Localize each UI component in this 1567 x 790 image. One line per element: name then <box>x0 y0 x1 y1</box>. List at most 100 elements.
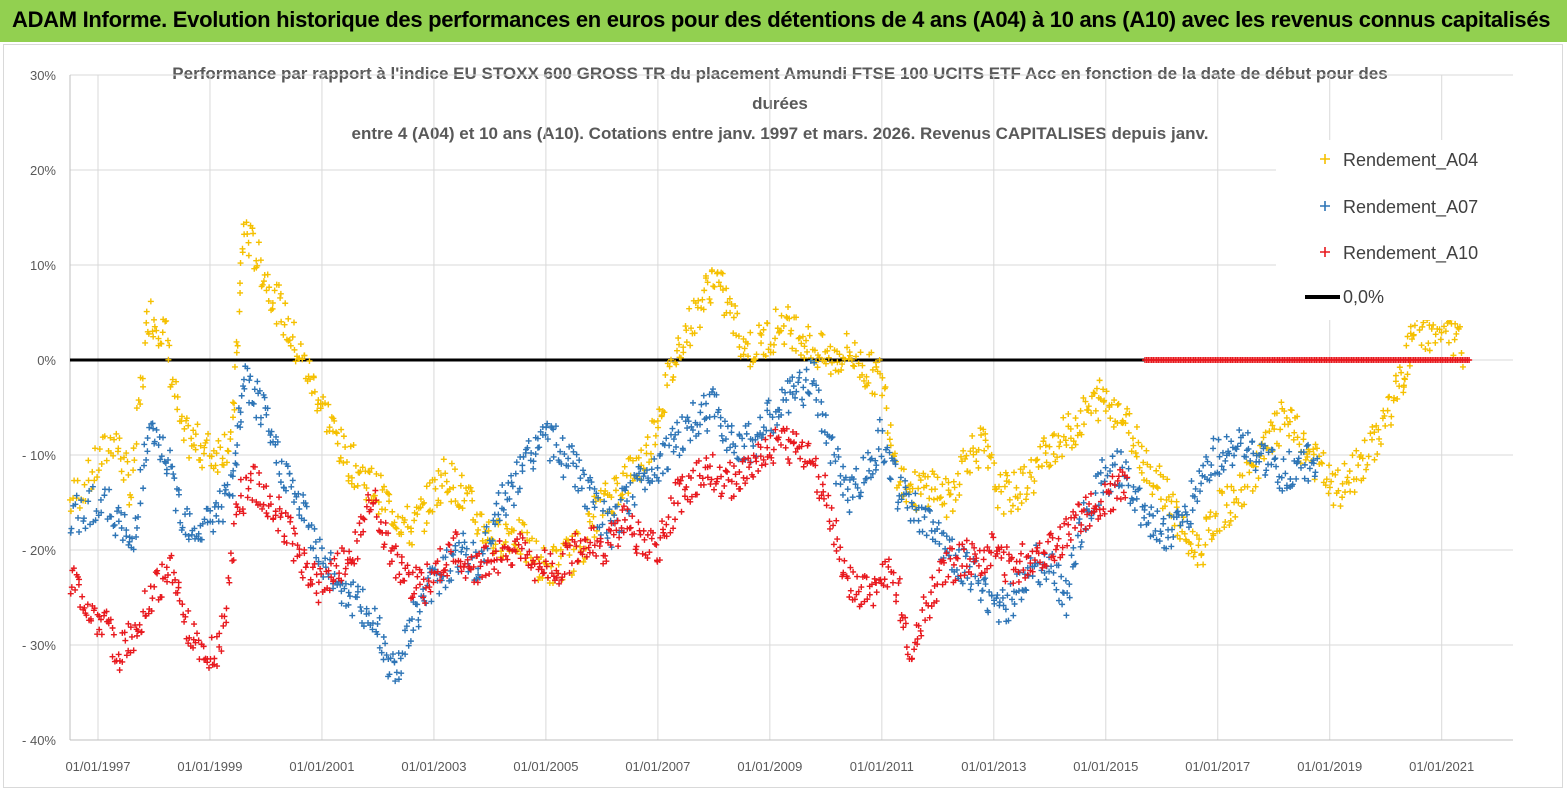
series-point-Rendement_A10 <box>457 558 464 565</box>
series-point-Rendement_A10 <box>984 565 991 572</box>
series-point-Rendement_A04 <box>1132 450 1139 457</box>
series-point-Rendement_A04 <box>1361 437 1368 444</box>
series-point-Rendement_A07 <box>886 475 893 482</box>
series-point-Rendement_A10 <box>409 569 416 576</box>
series-point-Rendement_A07 <box>674 419 681 426</box>
series-point-Rendement_A04 <box>115 445 122 452</box>
series-point-Rendement_A04 <box>1230 487 1237 494</box>
series-point-Rendement_A07 <box>296 505 303 512</box>
series-point-Rendement_A10 <box>444 572 451 579</box>
series-point-Rendement_A10 <box>1065 531 1072 538</box>
series-point-Rendement_A04 <box>469 497 476 504</box>
series-point-Rendement_A07 <box>382 640 389 647</box>
series-point-Rendement_A04 <box>658 413 665 420</box>
series-point-Rendement_A07 <box>800 384 807 391</box>
series-point-Rendement_A07 <box>837 481 844 488</box>
series-point-Rendement_A10 <box>896 575 903 582</box>
series-point-Rendement_A10 <box>642 551 649 558</box>
series-point-Rendement_A07 <box>968 581 975 588</box>
series-point-Rendement_A07 <box>1077 543 1084 550</box>
series-point-Rendement_A07 <box>886 449 893 456</box>
series-point-Rendement_A07 <box>1160 515 1167 522</box>
series-point-Rendement_A04 <box>1442 328 1449 335</box>
series-point-Rendement_A07 <box>1273 463 1280 470</box>
x-tick-label: 01/01/2017 <box>1185 759 1250 774</box>
series-point-Rendement_A04 <box>1300 436 1307 443</box>
series-point-Rendement_A07 <box>1305 441 1312 448</box>
series-point-Rendement_A07 <box>237 409 244 416</box>
series-point-Rendement_A10 <box>1087 490 1094 497</box>
series-point-Rendement_A10 <box>667 495 674 502</box>
series-point-Rendement_A07 <box>286 470 293 477</box>
series-point-Rendement_A10 <box>1078 521 1085 528</box>
series-point-Rendement_A04 <box>1026 469 1033 476</box>
series-point-Rendement_A10 <box>1064 542 1071 549</box>
series-point-Rendement_A04 <box>1153 483 1160 490</box>
series-point-Rendement_A10 <box>76 576 83 583</box>
series-point-Rendement_A04 <box>351 484 358 491</box>
series-point-Rendement_A07 <box>550 426 557 433</box>
series-point-Rendement_A07 <box>757 414 764 421</box>
series-point-Rendement_A04 <box>723 285 730 292</box>
series-point-Rendement_A07 <box>371 605 378 612</box>
series-point-Rendement_A10 <box>405 571 412 578</box>
series-point-Rendement_A10 <box>644 531 651 538</box>
series-point-Rendement_A07 <box>213 512 220 519</box>
series-point-Rendement_A07 <box>542 431 549 438</box>
series-point-Rendement_A07 <box>365 610 372 617</box>
series-point-Rendement_A07 <box>962 553 969 560</box>
series-point-Rendement_A04 <box>1392 372 1399 379</box>
series-point-Rendement_A04 <box>271 287 278 294</box>
series-point-Rendement_A07 <box>1305 477 1312 484</box>
series-point-Rendement_A04 <box>389 508 396 515</box>
series-point-Rendement_A04 <box>151 316 158 323</box>
series-point-Rendement_A10 <box>732 471 739 478</box>
series-point-Rendement_A04 <box>1267 419 1274 426</box>
series-point-Rendement_A07 <box>359 586 366 593</box>
series-point-Rendement_A04 <box>957 453 964 460</box>
series-point-Rendement_A10 <box>84 601 91 608</box>
series-point-Rendement_A10 <box>933 598 940 605</box>
series-point-Rendement_A04 <box>510 527 517 534</box>
series-point-Rendement_A07 <box>1220 466 1227 473</box>
series-point-Rendement_A07 <box>350 579 357 586</box>
series-point-Rendement_A04 <box>382 506 389 513</box>
series-point-Rendement_A04 <box>884 430 891 437</box>
series-point-Rendement_A04 <box>855 360 862 367</box>
series-point-Rendement_A10 <box>418 569 425 576</box>
series-point-Rendement_A04 <box>1004 472 1011 479</box>
series-point-Rendement_A10 <box>434 568 441 575</box>
series-point-Rendement_A10 <box>158 594 165 601</box>
series-point-Rendement_A10 <box>659 518 666 525</box>
series-point-Rendement_A07 <box>159 434 166 441</box>
y-tick-label: - 30% <box>22 638 56 653</box>
series-point-Rendement_A07 <box>387 655 394 662</box>
series-point-Rendement_A10 <box>392 574 399 581</box>
series-point-Rendement_A10 <box>351 560 358 567</box>
series-point-Rendement_A04 <box>1300 430 1307 437</box>
series-point-Rendement_A04 <box>1373 422 1380 429</box>
series-point-Rendement_A10 <box>220 622 227 629</box>
series-point-Rendement_A04 <box>347 443 354 450</box>
series-point-Rendement_A07 <box>246 377 253 384</box>
series-point-Rendement_A04 <box>1364 461 1371 468</box>
series-point-Rendement_A04 <box>1396 383 1403 390</box>
series-point-Rendement_A10 <box>381 541 388 548</box>
series-point-Rendement_A10 <box>385 530 392 537</box>
series-point-Rendement_A10 <box>620 529 627 536</box>
series-point-Rendement_A04 <box>340 433 347 440</box>
series-point-Rendement_A07 <box>1102 464 1109 471</box>
series-point-Rendement_A04 <box>950 478 957 485</box>
series-point-Rendement_A04 <box>1221 524 1228 531</box>
series-point-Rendement_A04 <box>260 278 267 285</box>
chart-title-line-2: durées <box>752 94 808 113</box>
series-point-Rendement_A10 <box>270 516 277 523</box>
series-point-Rendement_A04 <box>337 454 344 461</box>
series-point-Rendement_A04 <box>580 558 587 565</box>
series-point-Rendement_A04 <box>920 470 927 477</box>
series-point-Rendement_A04 <box>375 510 382 517</box>
series-point-Rendement_A07 <box>1066 581 1073 588</box>
series-point-Rendement_A04 <box>1339 494 1346 501</box>
series-point-Rendement_A10 <box>577 537 584 544</box>
series-point-Rendement_A07 <box>631 501 638 508</box>
